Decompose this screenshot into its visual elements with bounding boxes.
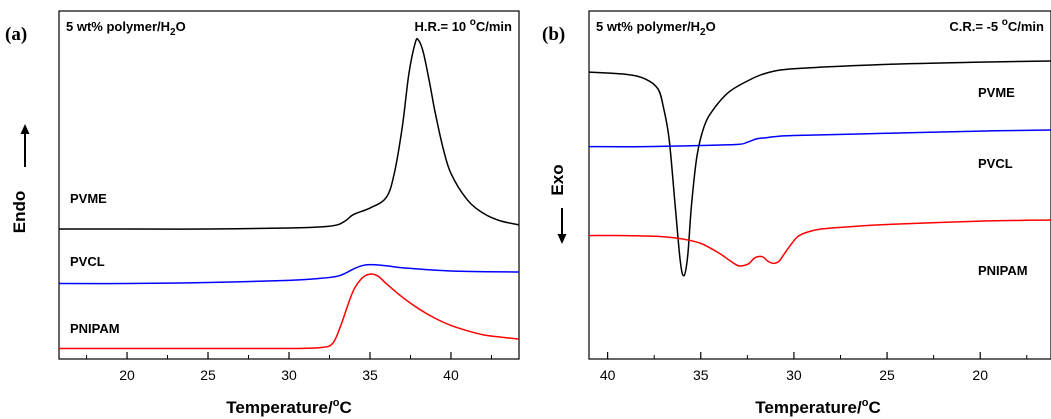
series-label-pnipam: PNIPAM xyxy=(978,263,1028,278)
series-line-pvcl xyxy=(588,129,1051,148)
degree-sign: o xyxy=(470,17,476,28)
series-line-pnipam xyxy=(59,273,520,350)
panel-b: (b) 5 wt% polymer/H2O C.R.= -5 oC/min Te… xyxy=(542,10,1051,417)
x-tick-label: 30 xyxy=(786,367,802,383)
x-ticks-b: 40 35 30 25 20 xyxy=(600,352,1028,383)
x-tick-label: 40 xyxy=(443,367,459,383)
x-tick-label: 25 xyxy=(879,367,895,383)
rate-label-b: C.R.= -5 oC/min xyxy=(949,17,1044,34)
x-tick-label: 25 xyxy=(200,367,216,383)
x-tick-label: 20 xyxy=(119,367,135,383)
series-label-pnipam: PNIPAM xyxy=(70,321,120,336)
degree-sign: o xyxy=(333,397,340,409)
plot-frame-b xyxy=(588,10,1051,360)
panel-a: (a) 5 wt% polymer/H2O H.R.= 10 oC/min Te… xyxy=(5,10,520,417)
x-tick-label: 40 xyxy=(600,367,616,383)
series-line-pvme xyxy=(588,60,1051,277)
y-axis-arrow-b xyxy=(557,208,567,244)
rate-label-a: H.R.= 10 oC/min xyxy=(414,17,512,34)
sample-label-b: 5 wt% polymer/H2O xyxy=(596,19,716,38)
panel-label-b: (b) xyxy=(542,24,565,45)
series-labels-a: PVME PVCL PNIPAM xyxy=(70,191,120,336)
plot-frame-a xyxy=(58,10,520,360)
series-label-pvme: PVME xyxy=(70,191,107,206)
x-tick-label: 35 xyxy=(693,367,709,383)
degree-sign: o xyxy=(862,397,869,409)
y-axis-title-a: Endo xyxy=(10,191,29,234)
x-axis-title-a: Temperature/oC xyxy=(226,397,351,417)
series-line-pvme xyxy=(58,37,520,230)
series-line-pvcl xyxy=(58,263,520,285)
x-tick-label: 30 xyxy=(281,367,297,383)
y-axis-title-b: Exo xyxy=(548,164,567,195)
series-labels-b: PVME PVCL PNIPAM xyxy=(978,85,1028,278)
x-tick-label: 35 xyxy=(362,367,378,383)
x-tick-label: 20 xyxy=(972,367,988,383)
x-ticks-a: 20 25 30 35 40 xyxy=(86,352,492,383)
series-label-pvcl: PVCL xyxy=(70,254,105,269)
sample-label-a: 5 wt% polymer/H2O xyxy=(66,19,186,38)
y-axis-arrow-a xyxy=(20,124,30,167)
panel-label-a: (a) xyxy=(5,24,27,45)
series-label-pvme: PVME xyxy=(978,85,1015,100)
series-label-pvcl: PVCL xyxy=(978,156,1013,171)
series-line-pnipam xyxy=(588,219,1051,267)
degree-sign: o xyxy=(1002,17,1008,28)
x-axis-title-b: Temperature/oC xyxy=(755,397,880,417)
curves-a xyxy=(58,37,520,350)
curves-b xyxy=(588,60,1051,277)
